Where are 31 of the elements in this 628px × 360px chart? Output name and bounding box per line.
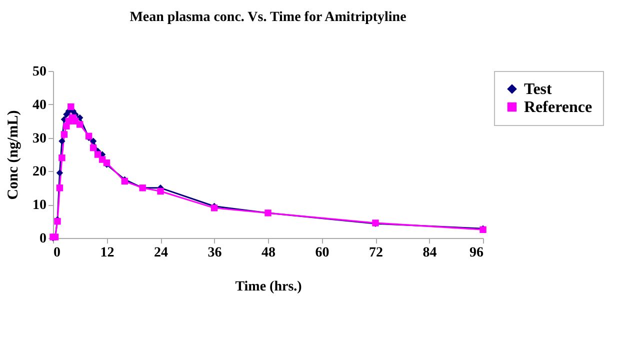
point	[58, 138, 66, 144]
point	[157, 188, 164, 195]
x-tick-label: 48	[262, 246, 276, 260]
y-axis-title: Conc (ng/mL)	[6, 110, 22, 200]
x-axis-title: Time (hrs.)	[235, 280, 302, 294]
x-tick-label: 36	[208, 246, 222, 260]
point	[68, 103, 74, 110]
point	[76, 121, 84, 128]
y-tick-label: 40	[32, 98, 46, 113]
point	[90, 144, 97, 152]
y-tick-label: 20	[32, 164, 46, 180]
chart-title: Mean plasma conc. Vs. Time for Amitriptyline	[130, 10, 406, 25]
y-tick-label: 0	[40, 232, 46, 246]
x-tick-label: 60	[315, 246, 330, 260]
x-tick-label: 96	[470, 246, 484, 260]
y-tick-label: 30	[32, 131, 46, 146]
point	[60, 131, 68, 138]
legend-label: Reference	[524, 99, 592, 116]
x-tick-label: 72	[369, 246, 383, 260]
point	[58, 154, 66, 162]
point	[94, 151, 102, 158]
y-tick-label: 10	[32, 198, 46, 214]
point	[56, 184, 64, 192]
point	[90, 138, 97, 144]
x-tick-label: 24	[154, 246, 168, 260]
x-tick-label: 84	[422, 246, 437, 260]
point	[56, 170, 64, 176]
y-tick-label: 50	[32, 64, 46, 80]
x-tick-label: 12	[100, 246, 114, 260]
x-tick-label: 0	[54, 246, 60, 260]
legend-label: Test	[524, 81, 553, 98]
